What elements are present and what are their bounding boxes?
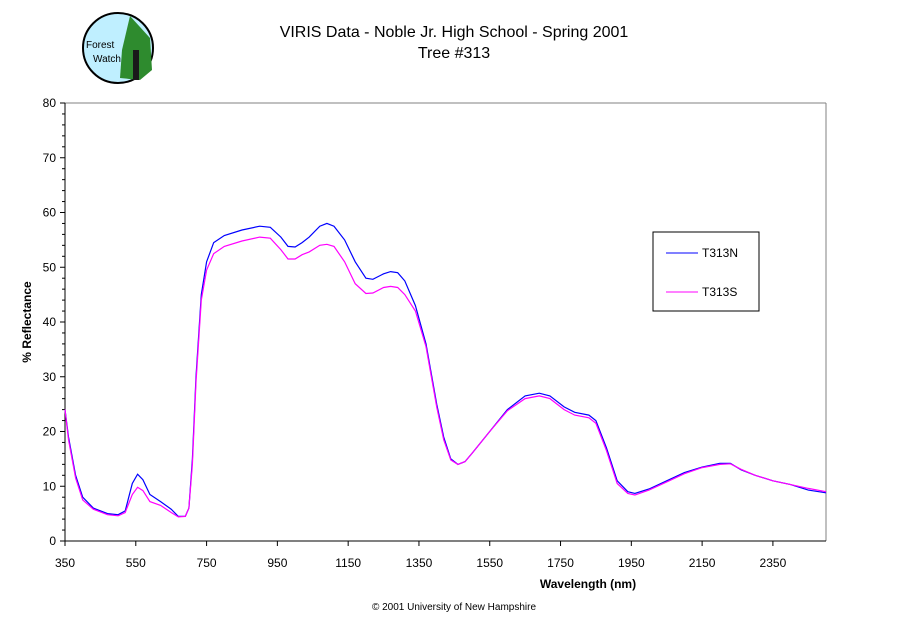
chart-title: VIRIS Data - Noble Jr. High School - Spr… (280, 24, 629, 41)
y-axis-title: % Reflectance (20, 281, 34, 363)
svg-text:Watch: Watch (93, 54, 121, 65)
x-tick-label: 350 (55, 556, 75, 570)
x-tick-label: 750 (197, 556, 217, 570)
y-tick-label: 20 (43, 425, 57, 439)
x-tick-label: 1750 (547, 556, 574, 570)
legend-label-t313n: T313N (702, 246, 738, 260)
y-tick-label: 50 (43, 260, 57, 274)
y-tick-label: 40 (43, 315, 57, 329)
plot-area: 0 10 20 30 40 50 60 70 80 350 550 750 950 1150 1350 15… (43, 96, 827, 570)
y-tick-label: 60 (43, 206, 57, 220)
x-tick-label: 1150 (335, 556, 361, 570)
x-tick-label: 1350 (406, 556, 433, 570)
chart-subtitle: Tree #313 (418, 45, 490, 62)
series-line-t313s (64, 236, 827, 518)
y-tick-label: 80 (43, 96, 57, 110)
x-tick-label: 950 (267, 556, 287, 570)
y-tick-label: 70 (43, 151, 57, 165)
svg-text:Forest: Forest (86, 40, 115, 51)
series-line-t313n (64, 222, 827, 517)
y-tick-label: 10 (43, 479, 57, 493)
legend: T313N T313S (652, 231, 760, 312)
y-tick-label: 30 (43, 370, 57, 384)
copyright: © 2001 University of New Hampshire (372, 602, 537, 613)
x-tick-label: 2350 (760, 556, 787, 570)
x-tick-label: 1550 (476, 556, 503, 570)
x-axis-title: Wavelength (nm) (540, 577, 636, 591)
x-tick-label: 1950 (618, 556, 645, 570)
forest-watch-logo: Forest Watch (82, 12, 154, 84)
y-tick-label: 0 (49, 534, 56, 548)
legend-label-t313s: T313S (702, 285, 737, 299)
x-tick-label: 2150 (689, 556, 716, 570)
x-tick-label: 550 (126, 556, 146, 570)
